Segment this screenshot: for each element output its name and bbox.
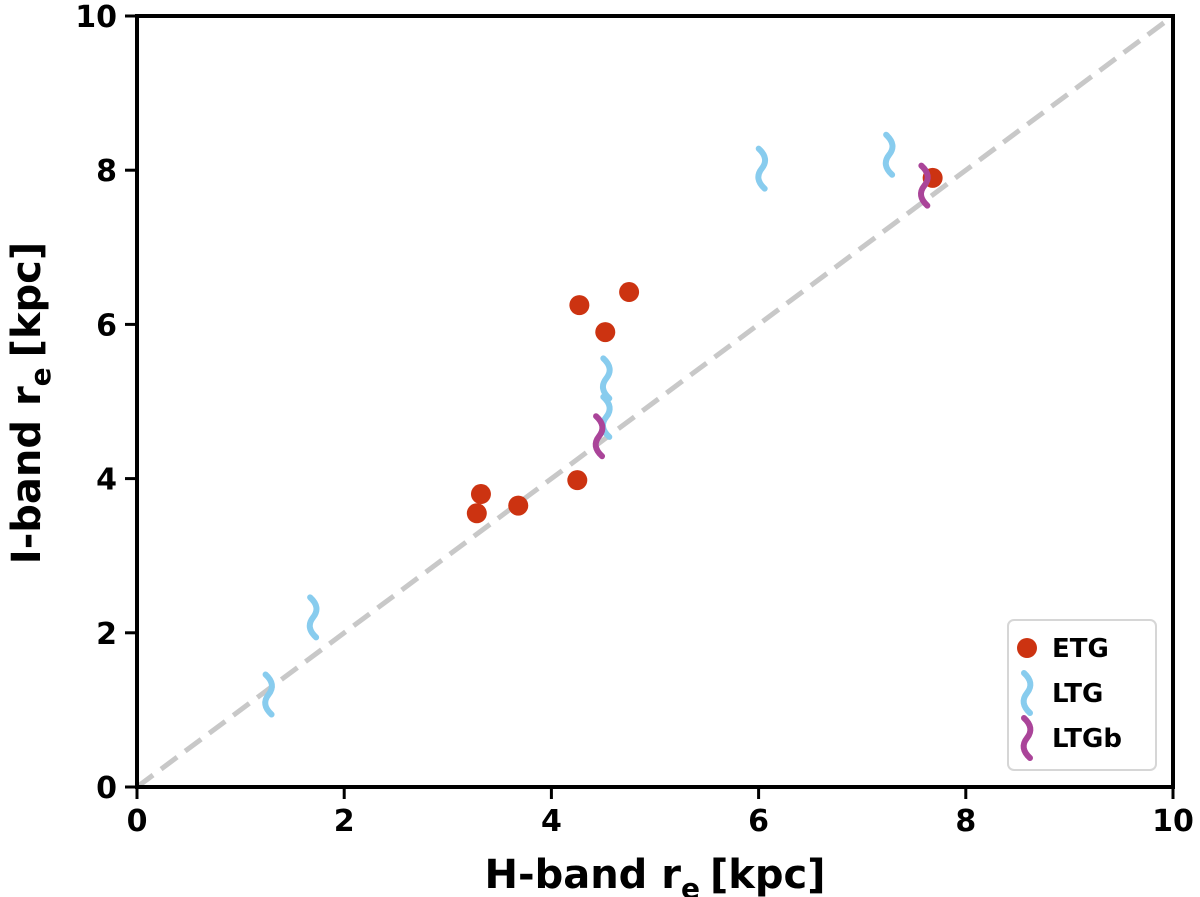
series-etg [466, 167, 943, 524]
y-axis-label: I-band re [kpc] [4, 242, 57, 564]
ltg-point [306, 594, 320, 641]
ltgb-point [592, 413, 606, 460]
series-ltg [262, 131, 896, 718]
x-axis-label-main: H-band r [485, 852, 682, 897]
legend-marker-etg [1017, 638, 1037, 658]
legend-label-etg: ETG [1052, 634, 1109, 664]
x-tick-label: 0 [127, 804, 148, 839]
y-tick-label: 0 [96, 771, 117, 806]
etg-point [466, 503, 487, 524]
x-tick-label: 2 [334, 804, 355, 839]
y-tick-label: 8 [96, 154, 117, 189]
x-tick-label: 4 [541, 804, 562, 839]
series-ltgb [592, 162, 931, 460]
etg-point [567, 470, 588, 491]
plot-frame [135, 14, 1175, 789]
ltg-point [262, 671, 275, 718]
ltgb-point [918, 162, 931, 209]
legend-item-etg: ETG [1017, 634, 1109, 664]
x-axis-ticks: 0 2 4 6 8 10 [127, 787, 1194, 839]
etg-point [619, 282, 640, 303]
legend-box [1007, 619, 1157, 771]
ltg-point [755, 145, 769, 192]
x-axis-label-subscript: e [681, 872, 700, 897]
etg-point [508, 495, 529, 516]
y-tick-label: 6 [96, 308, 117, 343]
etg-point [595, 322, 616, 343]
y-axis-ticks: 0 2 4 6 8 10 [75, 0, 137, 806]
x-axis-label: H-band re [kpc] [485, 852, 826, 897]
y-axis-label-unit: [kpc] [4, 242, 50, 358]
y-tick-label: 4 [96, 463, 117, 498]
y-axis-label-subscript: e [24, 367, 57, 386]
legend-item-ltg: LTG [1020, 670, 1103, 716]
x-axis-label-unit: [kpc] [710, 852, 826, 897]
legend-marker-ltg [1020, 670, 1034, 716]
x-tick-label: 10 [1152, 804, 1194, 839]
ltg-point [599, 355, 613, 402]
legend-label-ltgb: LTGb [1052, 724, 1122, 754]
y-tick-label: 2 [96, 617, 117, 652]
legend-label-ltg: LTG [1052, 679, 1103, 709]
y-axis-label-main: I-band r [4, 386, 50, 564]
data-points [262, 131, 943, 718]
legend-marker-ltgb [1020, 715, 1034, 761]
etg-point [569, 295, 590, 316]
legend: ETG LTG LTGb [1007, 619, 1157, 771]
y-tick-label: 10 [75, 0, 117, 35]
one-to-one-reference-line [135, 13, 1175, 790]
legend-item-ltgb: LTGb [1020, 715, 1122, 761]
ltg-point [882, 131, 896, 178]
x-tick-label: 6 [748, 804, 769, 839]
etg-point [470, 484, 491, 505]
x-tick-label: 8 [955, 804, 976, 839]
